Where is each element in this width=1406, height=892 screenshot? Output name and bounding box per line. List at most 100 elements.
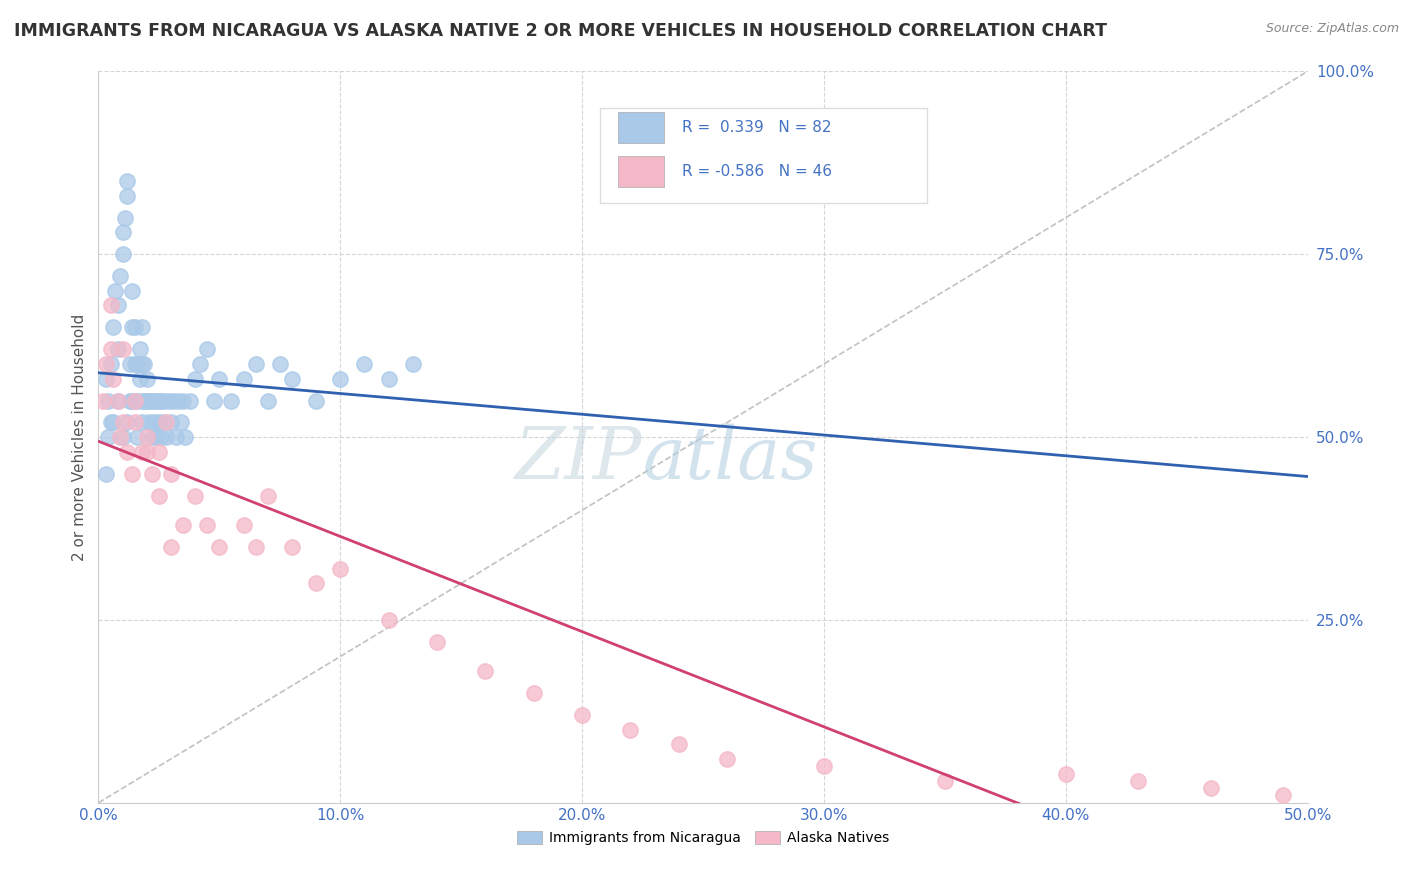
Point xyxy=(155,416,177,430)
Point xyxy=(619,723,641,737)
Point xyxy=(121,320,143,334)
Point xyxy=(97,430,120,444)
FancyBboxPatch shape xyxy=(619,156,664,187)
Point xyxy=(134,357,156,371)
Point xyxy=(232,517,254,532)
Point xyxy=(157,393,180,408)
Point xyxy=(114,211,136,225)
Point xyxy=(117,416,139,430)
Point xyxy=(1054,766,1077,780)
Point xyxy=(150,430,173,444)
Point xyxy=(97,393,120,408)
Point xyxy=(100,416,122,430)
Point xyxy=(245,540,267,554)
Point xyxy=(148,416,170,430)
Point xyxy=(111,416,134,430)
Point xyxy=(148,489,170,503)
Point xyxy=(121,393,143,408)
Text: R = -0.586   N = 46: R = -0.586 N = 46 xyxy=(682,164,832,179)
Point xyxy=(117,174,139,188)
Point xyxy=(108,430,131,444)
Point xyxy=(716,752,738,766)
Point xyxy=(101,371,124,385)
Point xyxy=(91,393,114,408)
Legend: Immigrants from Nicaragua, Alaska Natives: Immigrants from Nicaragua, Alaska Native… xyxy=(512,826,894,851)
Point xyxy=(269,357,291,371)
Point xyxy=(152,416,174,430)
Point xyxy=(117,444,139,458)
Point xyxy=(121,284,143,298)
Point xyxy=(107,393,129,408)
Point xyxy=(184,489,207,503)
Point xyxy=(329,562,352,576)
Point xyxy=(135,371,157,385)
Point xyxy=(94,357,117,371)
Point xyxy=(131,357,153,371)
Point xyxy=(138,416,160,430)
Point xyxy=(1128,773,1150,788)
Point xyxy=(135,393,157,408)
FancyBboxPatch shape xyxy=(600,108,927,203)
Point xyxy=(135,393,157,408)
Point xyxy=(108,269,131,284)
Point xyxy=(184,371,207,385)
Point xyxy=(145,393,167,408)
Point xyxy=(160,416,183,430)
Point xyxy=(127,430,149,444)
Point xyxy=(134,393,156,408)
Point xyxy=(131,444,153,458)
Point xyxy=(474,664,496,678)
Point xyxy=(107,298,129,312)
Point xyxy=(101,320,124,334)
Point xyxy=(377,371,399,385)
Point xyxy=(1199,781,1222,796)
Point xyxy=(124,393,146,408)
Point xyxy=(127,393,149,408)
Point xyxy=(232,371,254,385)
Point xyxy=(141,467,163,481)
Point xyxy=(104,284,127,298)
Point xyxy=(107,393,129,408)
Point xyxy=(281,540,304,554)
Point xyxy=(128,371,150,385)
Point xyxy=(305,393,328,408)
Point xyxy=(124,393,146,408)
Point xyxy=(143,416,166,430)
Point xyxy=(131,416,153,430)
Point xyxy=(160,467,183,481)
Point xyxy=(138,393,160,408)
Point xyxy=(188,357,211,371)
Point xyxy=(353,357,375,371)
Point xyxy=(174,430,197,444)
Point xyxy=(143,393,166,408)
Point xyxy=(135,444,157,458)
Point xyxy=(377,613,399,627)
Point xyxy=(934,773,956,788)
Point xyxy=(281,371,304,385)
Text: R =  0.339   N = 82: R = 0.339 N = 82 xyxy=(682,120,832,136)
Point xyxy=(131,320,153,334)
Point xyxy=(668,737,690,751)
Point xyxy=(204,393,226,408)
Point xyxy=(167,393,190,408)
Text: Source: ZipAtlas.com: Source: ZipAtlas.com xyxy=(1265,22,1399,36)
Point xyxy=(124,416,146,430)
Point xyxy=(1272,789,1295,803)
Point xyxy=(329,371,352,385)
Point xyxy=(128,343,150,357)
Point xyxy=(402,357,425,371)
Point xyxy=(571,708,593,723)
Point xyxy=(111,430,134,444)
Point xyxy=(100,343,122,357)
Point xyxy=(256,489,278,503)
Point xyxy=(101,416,124,430)
Point xyxy=(94,371,117,385)
Point xyxy=(118,393,141,408)
Point xyxy=(813,759,835,773)
Point xyxy=(148,444,170,458)
Point xyxy=(145,430,167,444)
Point xyxy=(131,393,153,408)
Point xyxy=(118,357,141,371)
Text: IMMIGRANTS FROM NICARAGUA VS ALASKA NATIVE 2 OR MORE VEHICLES IN HOUSEHOLD CORRE: IMMIGRANTS FROM NICARAGUA VS ALASKA NATI… xyxy=(14,22,1107,40)
Point xyxy=(523,686,546,700)
